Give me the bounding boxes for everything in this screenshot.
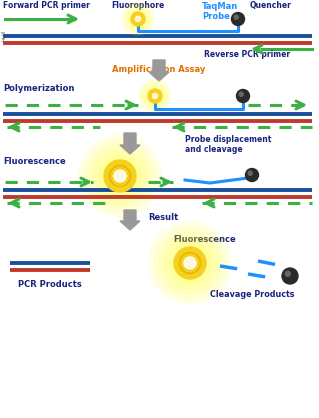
Circle shape xyxy=(148,89,162,103)
Text: Forward PCR primer: Forward PCR primer xyxy=(3,1,90,10)
Circle shape xyxy=(94,150,146,202)
Circle shape xyxy=(131,12,145,26)
Circle shape xyxy=(169,242,211,284)
Text: 3': 3' xyxy=(1,38,6,43)
Text: Cleavage Products: Cleavage Products xyxy=(210,290,294,299)
Circle shape xyxy=(154,227,226,299)
Text: Fluorescence: Fluorescence xyxy=(174,235,236,244)
Text: Probe displacement
and cleavage: Probe displacement and cleavage xyxy=(185,135,271,154)
Circle shape xyxy=(135,16,141,22)
Text: Quencher: Quencher xyxy=(250,1,292,10)
Circle shape xyxy=(99,155,141,197)
Circle shape xyxy=(125,6,151,32)
Circle shape xyxy=(145,86,165,106)
Circle shape xyxy=(174,247,206,279)
Circle shape xyxy=(164,237,216,289)
Circle shape xyxy=(128,9,148,29)
Text: Amplification Assay: Amplification Assay xyxy=(112,65,206,74)
FancyArrow shape xyxy=(120,210,140,230)
FancyArrow shape xyxy=(120,133,140,154)
Circle shape xyxy=(142,83,168,109)
Circle shape xyxy=(84,140,156,212)
Circle shape xyxy=(232,13,244,25)
Circle shape xyxy=(149,222,231,304)
Text: Fluorophore: Fluorophore xyxy=(111,1,165,10)
Circle shape xyxy=(234,15,238,19)
Circle shape xyxy=(152,93,158,99)
Circle shape xyxy=(236,89,249,102)
Circle shape xyxy=(104,160,136,192)
Circle shape xyxy=(248,171,252,175)
Circle shape xyxy=(139,80,171,112)
Circle shape xyxy=(239,92,243,96)
Text: PCR Products: PCR Products xyxy=(18,280,82,289)
Circle shape xyxy=(79,135,161,217)
Circle shape xyxy=(122,3,154,35)
Circle shape xyxy=(184,257,196,269)
Text: Fluorescence: Fluorescence xyxy=(3,157,66,166)
Text: TaqMan
Probe: TaqMan Probe xyxy=(202,2,238,21)
Circle shape xyxy=(114,170,126,182)
Circle shape xyxy=(246,168,258,181)
Circle shape xyxy=(282,268,298,284)
Text: Polymerization: Polymerization xyxy=(3,84,74,93)
Text: Result: Result xyxy=(148,213,178,222)
Text: 5': 5' xyxy=(1,31,6,36)
Circle shape xyxy=(285,271,290,276)
Circle shape xyxy=(159,232,221,294)
Circle shape xyxy=(89,145,151,207)
FancyArrow shape xyxy=(149,60,169,81)
Text: Reverse PCR primer: Reverse PCR primer xyxy=(204,50,290,59)
